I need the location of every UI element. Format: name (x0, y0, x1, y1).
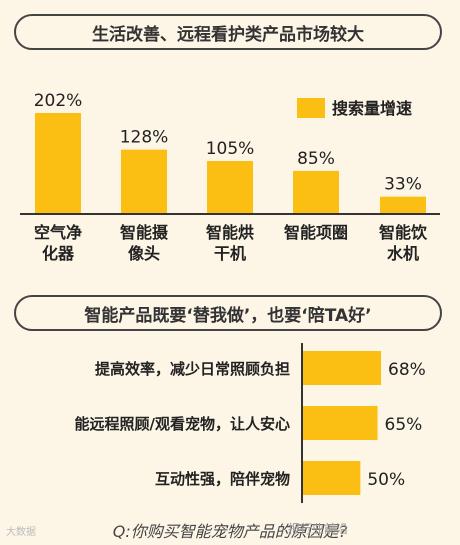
category-label-1-1: 像头 (128, 244, 160, 263)
hbar-value-label-0: 68% (388, 360, 426, 380)
hbar-value-label-2: 50% (367, 470, 405, 490)
category-label-4-0: 智能饮 (379, 223, 428, 242)
bar-value-label-0: 202% (34, 91, 83, 111)
reason-label-2: 互动性强，陪伴宠物 (155, 470, 290, 488)
category-label-1-0: 智能摄 (120, 223, 169, 242)
bar-value-label-2: 105% (206, 139, 255, 159)
category-label-2-1: 干机 (214, 244, 246, 263)
reason-label-1: 能远程照顾/观看宠物，让人安心 (75, 415, 290, 433)
category-label-0-0: 空气净 (34, 223, 82, 242)
hbar-value-label-1: 65% (385, 415, 423, 435)
hbar-0 (303, 351, 381, 385)
category-label-2-0: 智能烘 (206, 223, 254, 242)
section-title-reasons: 智能产品既要‘替我做’，也要‘陪TA好’ (14, 295, 442, 331)
category-label-4-1: 水机 (387, 244, 419, 263)
survey-question: Q:你购买智能宠物产品的原因是? (112, 522, 348, 541)
category-label-0-1: 化器 (42, 244, 75, 263)
category-label-3-0: 智能项圈 (284, 223, 348, 242)
hbar-2 (303, 461, 361, 495)
bar-1 (121, 149, 167, 213)
hbar-1 (303, 406, 378, 440)
bar-value-label-3: 85% (297, 149, 335, 169)
legend-label: 搜索量增速 (332, 99, 412, 118)
section-title-market-text: 生活改善、远程看护类产品市场较大 (92, 24, 364, 45)
bar-2 (207, 161, 253, 213)
section-title-reasons-text: 智能产品既要‘替我做’，也要‘陪TA好’ (84, 305, 372, 326)
watermark-logo: 大数据 (6, 527, 36, 538)
watermark-text: 报行业前沿 (288, 522, 349, 536)
bar-value-label-1: 128% (120, 128, 169, 148)
section-title-market: 生活改善、远程看护类产品市场较大 (14, 14, 442, 50)
reason-label-0: 提高效率，减少日常照顾负担 (95, 360, 290, 378)
bar-0 (35, 113, 81, 213)
bar-value-label-4: 33% (384, 175, 422, 195)
bar-4 (380, 196, 426, 213)
legend-swatch (297, 98, 325, 118)
bar-3 (293, 170, 339, 213)
